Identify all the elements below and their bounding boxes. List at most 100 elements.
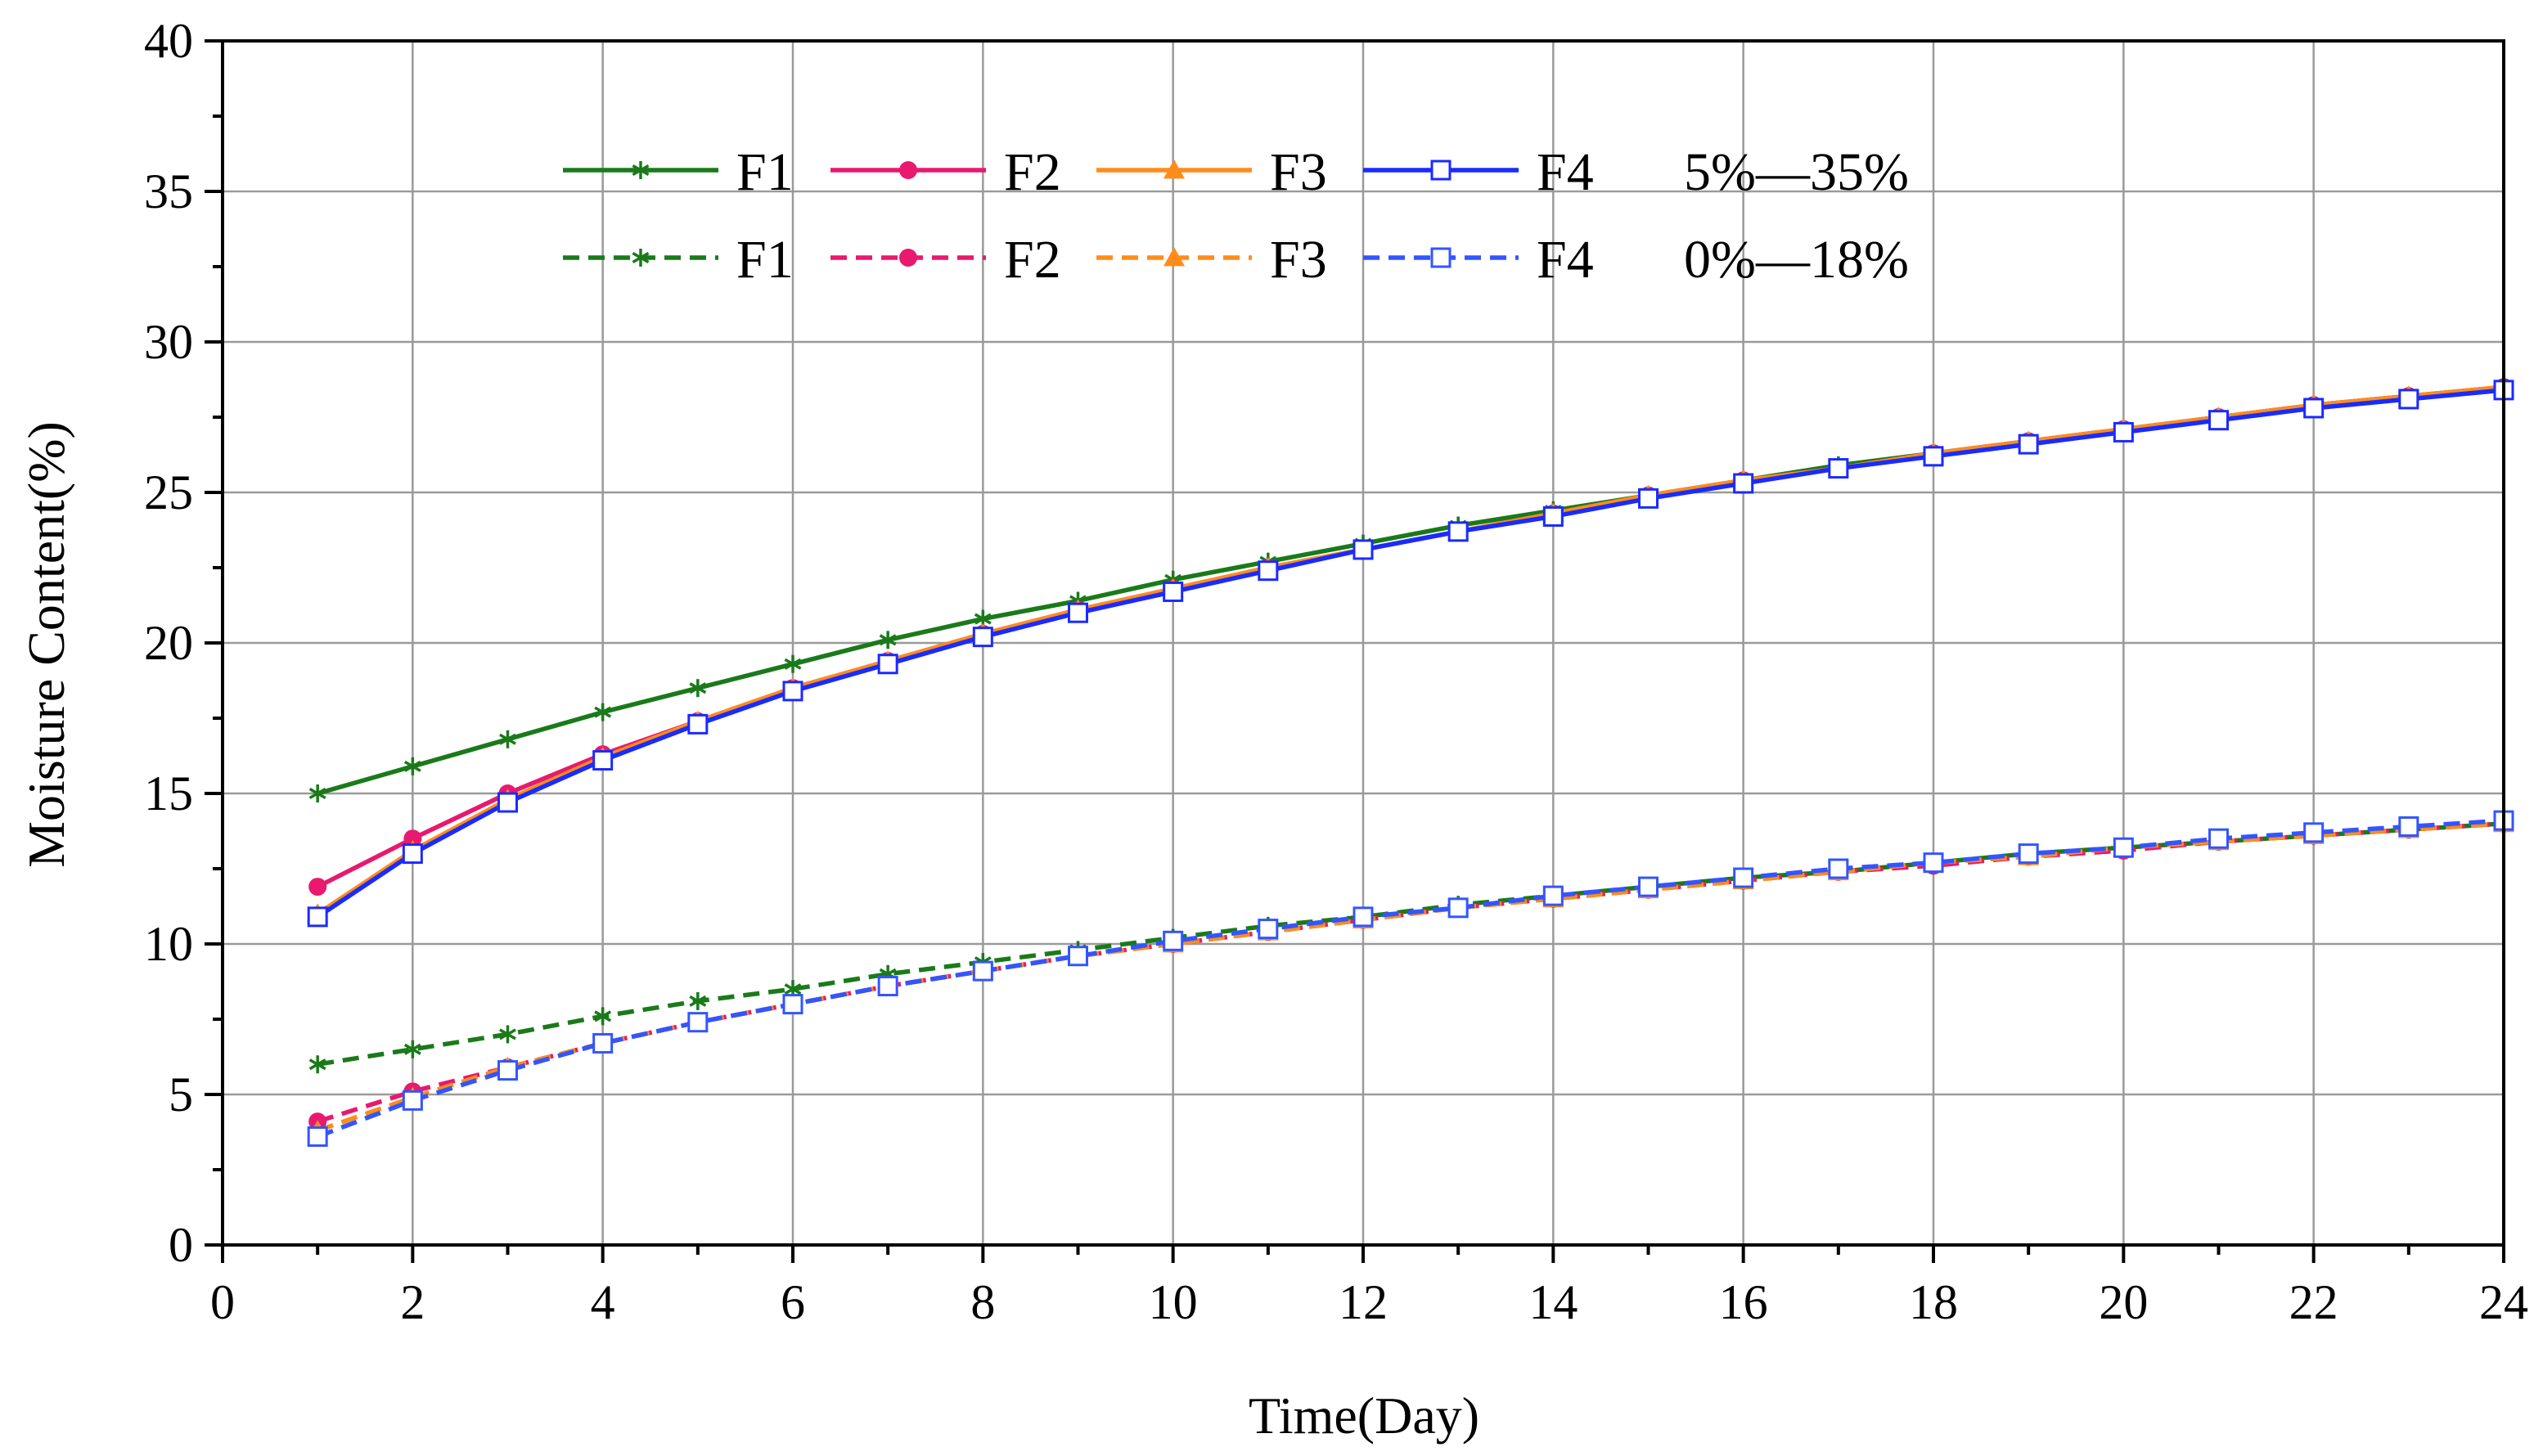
y-tick-label: 25 [144, 465, 193, 519]
data-point-f4-solid [2113, 421, 2134, 443]
data-point-f4-solid [2398, 389, 2419, 410]
legend-marker [632, 249, 650, 267]
legend-marker [1430, 247, 1452, 268]
series-lines [316, 384, 2505, 1139]
series-line-f3-dashed [317, 821, 2505, 1133]
series-markers [307, 376, 2514, 1148]
data-point-f4-dashed [1638, 876, 1659, 897]
data-point-f4-dashed [2113, 837, 2134, 858]
data-point-f1-dashed [594, 1007, 612, 1026]
y-tick-label: 5 [169, 1067, 193, 1121]
legend-label-f2: F2 [1004, 142, 1061, 202]
data-point-f4-dashed [497, 1060, 518, 1081]
legend-label-f3: F3 [1270, 230, 1327, 290]
data-point-f1-solid [594, 703, 612, 721]
legend-group-label: 0%—18% [1684, 230, 1909, 290]
series-line-f2-solid [316, 384, 2505, 889]
x-tick-label: 22 [2289, 1275, 2338, 1329]
data-point-f4-dashed [1923, 852, 1944, 874]
data-point-f4-solid [1068, 602, 1088, 623]
data-point-f2-solid [403, 829, 422, 848]
x-tick-label: 18 [1909, 1275, 1958, 1329]
data-point-f1-solid [403, 757, 421, 775]
x-tick-label: 16 [1719, 1275, 1768, 1329]
data-point-f4-solid [2208, 410, 2229, 431]
series-line-f2-dashed [317, 821, 2505, 1124]
data-point-f4-solid [2303, 398, 2325, 419]
data-point-f1-dashed [308, 1055, 326, 1074]
data-point-f4-dashed [1542, 885, 1564, 906]
legend-marker [1163, 247, 1185, 267]
axes [205, 39, 2505, 1263]
x-tick-label: 0 [210, 1275, 235, 1329]
data-point-f1-solid [689, 679, 707, 698]
data-point-f4-dashed [1828, 858, 1849, 879]
data-point-f1-dashed [689, 991, 707, 1010]
data-point-f4-dashed [402, 1090, 423, 1111]
legend-label-f3: F3 [1270, 142, 1327, 202]
x-axis-title: Time(Day) [1249, 1386, 1479, 1445]
legend-label-f2: F2 [1004, 230, 1061, 290]
legend-label-f1: F1 [736, 142, 794, 202]
series-line-f1-solid [317, 384, 2505, 796]
data-point-f4-dashed [592, 1032, 614, 1054]
x-tick-label: 20 [2099, 1275, 2148, 1329]
data-point-f1-dashed [403, 1040, 421, 1058]
legend-marker [899, 161, 917, 179]
data-point-f4-solid [307, 906, 328, 928]
data-point-f4-dashed [307, 1126, 328, 1148]
data-point-f4-solid [592, 750, 614, 771]
data-point-f4-dashed [1733, 867, 1754, 888]
data-point-f4-dashed [687, 1012, 709, 1033]
data-point-f4-dashed [2398, 816, 2419, 837]
data-point-f4-solid [1542, 506, 1564, 527]
data-point-f4-dashed [2303, 822, 2325, 843]
data-point-f4-dashed [2208, 828, 2229, 849]
data-point-f4-solid [1353, 539, 1374, 560]
x-tick-label: 10 [1149, 1275, 1198, 1329]
legend-marker [1430, 160, 1452, 181]
series-line-f4-solid [316, 388, 2505, 919]
data-point-f4-dashed [782, 994, 803, 1015]
y-axis-title: Moisture Content(%) [17, 421, 75, 868]
y-tick-label: 20 [144, 616, 193, 670]
data-point-f4-solid [497, 792, 518, 813]
legend-marker [632, 161, 650, 179]
x-tick-label: 4 [591, 1275, 615, 1329]
legend: F1 F2 F3 F4 F1 F2 F3 F4 5%—35% 0%—18% [563, 142, 1909, 290]
x-tick-label: 8 [970, 1275, 995, 1329]
data-point-f2-solid [308, 878, 327, 897]
data-point-f4-dashed [972, 960, 993, 982]
series-line-f4-dashed [317, 818, 2505, 1139]
legend-label-f1: F1 [736, 230, 794, 290]
legend-label-f4: F4 [1537, 142, 1594, 202]
y-tick-label: 40 [144, 14, 193, 68]
y-tick-label: 35 [144, 164, 193, 218]
data-point-f4-solid [402, 843, 423, 865]
x-tick-label: 24 [2479, 1275, 2528, 1329]
data-point-f4-solid [2018, 434, 2039, 455]
data-point-f4-dashed [1353, 906, 1374, 928]
data-point-f1-solid [879, 631, 897, 649]
data-point-f4-dashed [1068, 946, 1088, 967]
data-point-f4-solid [877, 654, 898, 675]
grid-lines [223, 41, 2504, 1245]
data-point-f4-dashed [1447, 897, 1469, 919]
data-point-f4-solid [687, 713, 709, 735]
x-tick-label: 6 [781, 1275, 805, 1329]
data-point-f4-solid [1828, 458, 1849, 479]
data-point-f4-solid [1733, 473, 1754, 494]
legend-group-label: 5%—35% [1684, 142, 1909, 202]
data-point-f4-dashed [877, 976, 898, 997]
y-tick-label: 10 [144, 917, 193, 971]
data-point-f1-solid [784, 654, 802, 673]
y-tick-label: 0 [169, 1218, 193, 1272]
x-tick-label: 12 [1339, 1275, 1388, 1329]
y-tick-label: 15 [144, 766, 193, 820]
legend-marker [899, 249, 917, 267]
series-line-f3-solid [316, 384, 2505, 916]
data-point-f4-solid [1638, 488, 1659, 509]
data-point-f4-solid [972, 627, 993, 648]
